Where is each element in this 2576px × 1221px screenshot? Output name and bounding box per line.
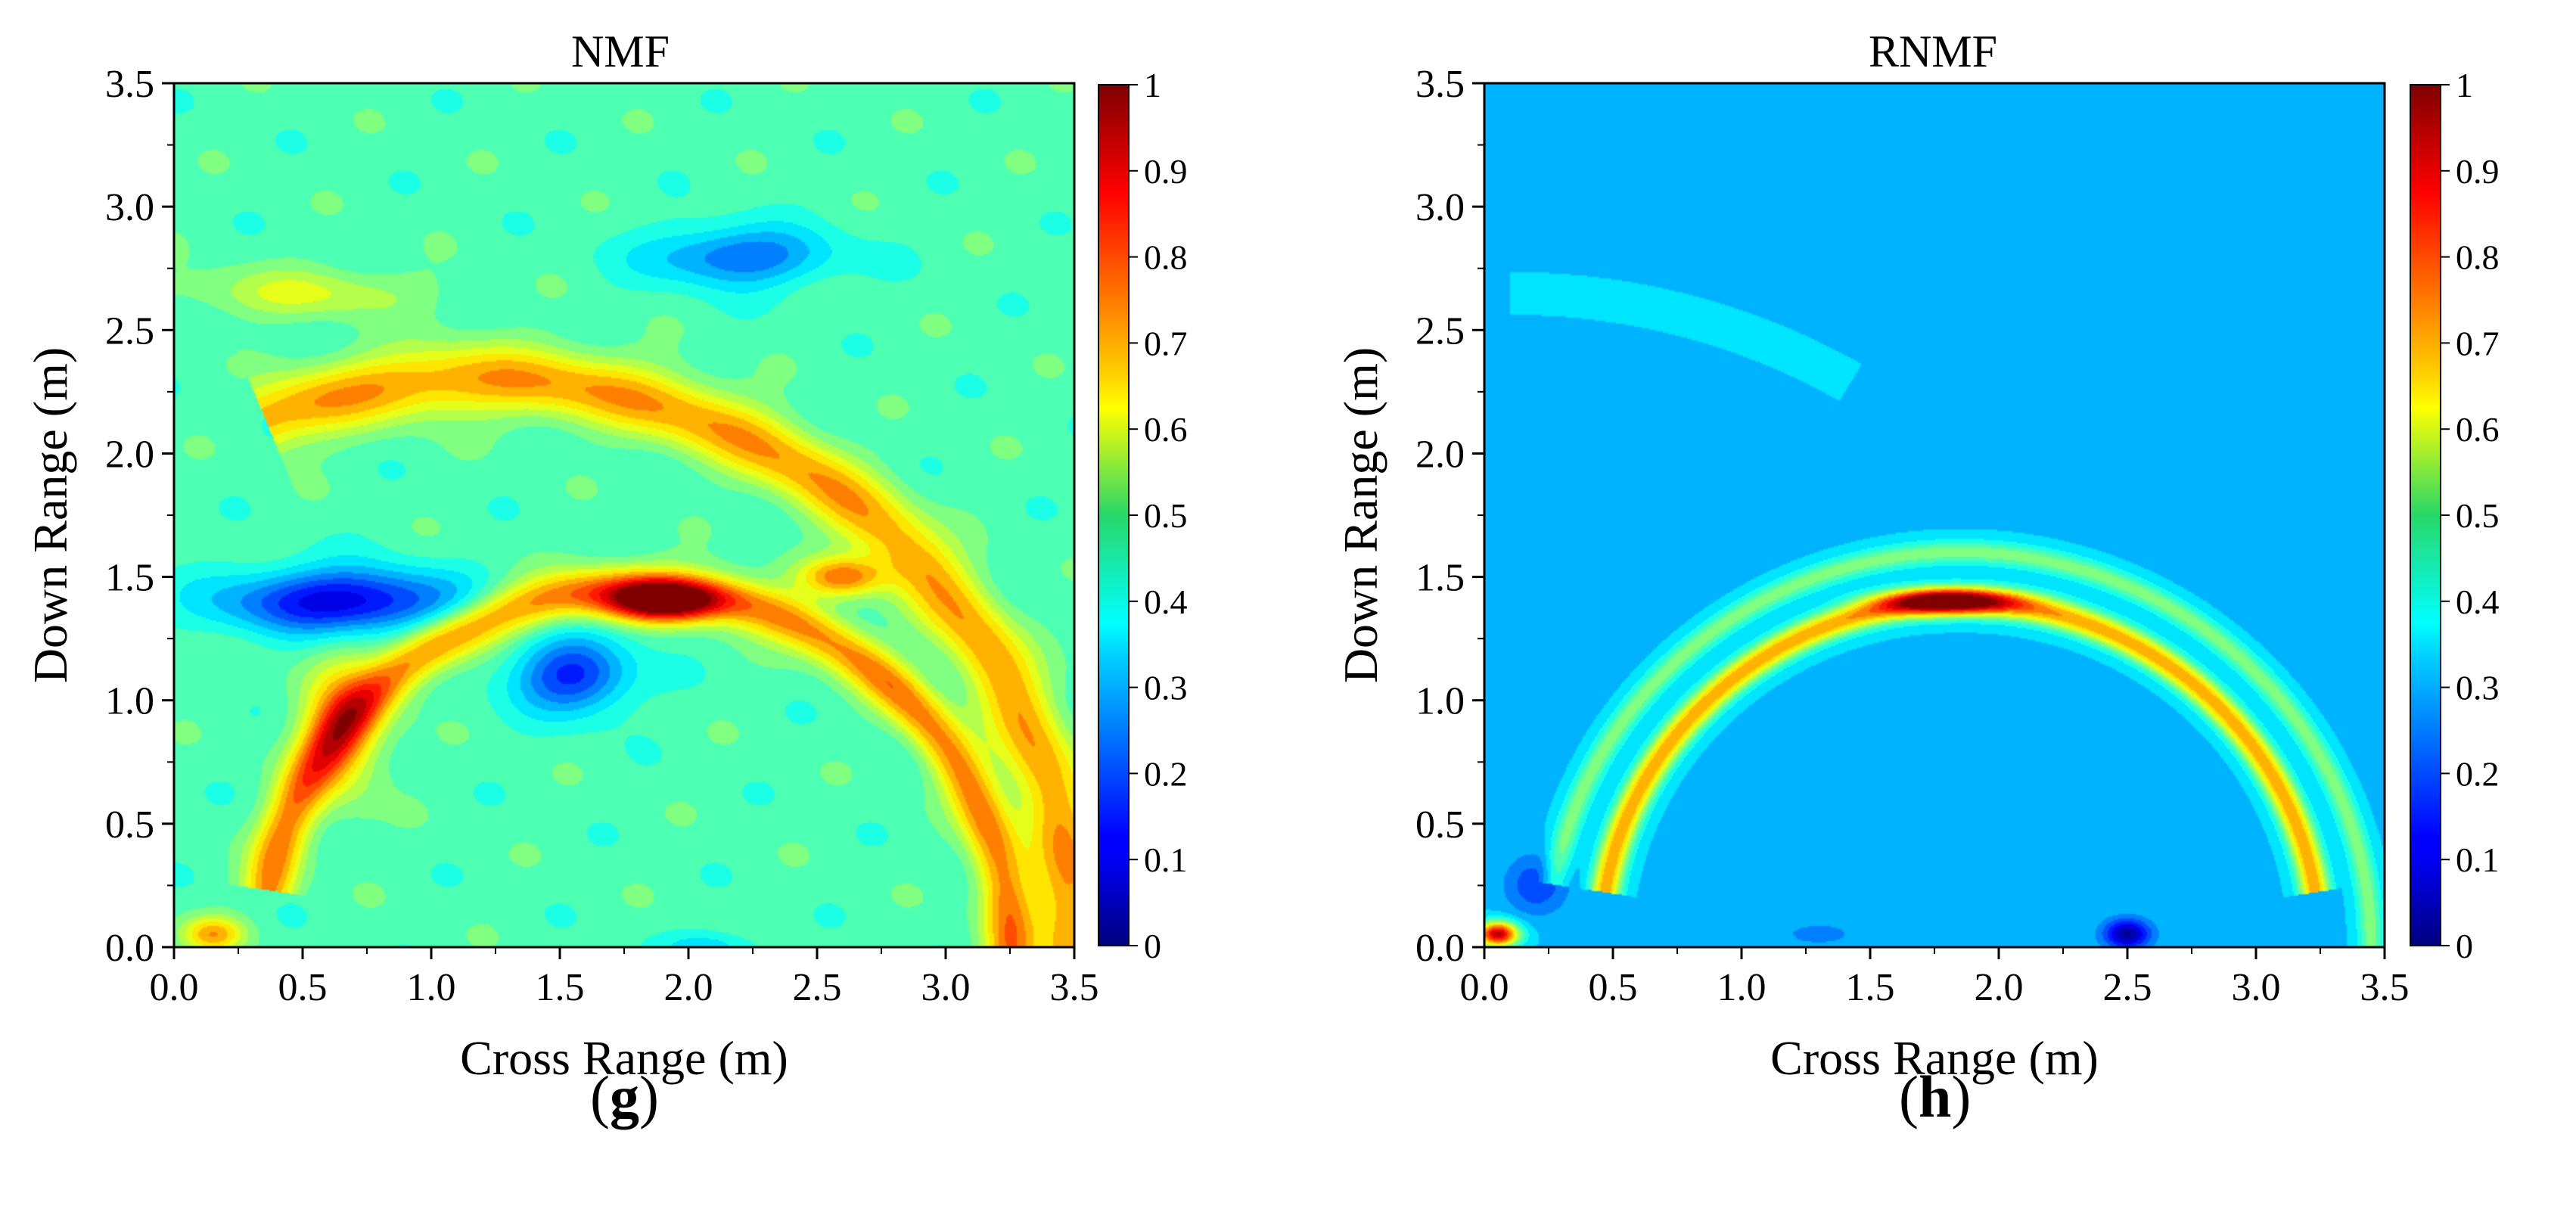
- colorbar-tick-label: 0.6: [2456, 410, 2500, 449]
- y-axis-label: Down Range (m): [1334, 347, 1387, 683]
- y-tick-label: 1.5: [105, 557, 154, 600]
- y-tick-label: 1.0: [105, 680, 154, 723]
- colorbar: [1098, 84, 1130, 946]
- y-tick-label: 2.0: [105, 433, 154, 476]
- chart-title: RNMF: [1869, 26, 1997, 76]
- colorbar-tick-label: 0.2: [2456, 754, 2500, 793]
- x-axis-label: Cross Range (m): [1770, 1031, 2099, 1085]
- x-tick-label: 2.5: [793, 966, 842, 1009]
- colorbar-tick-label: 0.8: [1144, 238, 1188, 277]
- colorbar-tick-label: 0: [1144, 927, 1161, 965]
- y-tick-label: 0.0: [1415, 927, 1465, 970]
- colorbar-tick-label: 0.3: [1144, 669, 1188, 707]
- y-tick-label: 0.0: [105, 927, 154, 970]
- panel-label-close-paren: ): [1951, 1064, 1972, 1129]
- x-tick-label: 1.0: [1717, 966, 1767, 1009]
- x-tick-label: 1.0: [407, 966, 456, 1009]
- colorbar-tick-label: 0.2: [1144, 754, 1188, 793]
- y-axis: 0.0 0.5 1.0 1.5 2.0 2.5 3.0 3.5: [105, 63, 174, 970]
- y-axis-label: Down Range (m): [23, 347, 77, 683]
- y-tick-label: 3.0: [105, 186, 154, 229]
- panel-label-letter: g: [609, 1064, 639, 1129]
- y-tick-label: 3.5: [105, 63, 154, 106]
- panel-label-close-paren: ): [639, 1064, 659, 1129]
- y-tick-label: 2.5: [1415, 309, 1465, 353]
- x-tick-label: 3.5: [1050, 966, 1099, 1009]
- panel-label-h: (h): [1899, 1063, 1971, 1131]
- colorbar-tick-label: 0.8: [2456, 238, 2500, 277]
- colorbar-tick-label: 0.9: [2456, 152, 2500, 191]
- colorbar-tick-label: 1: [2456, 66, 2473, 104]
- colorbar-tick-label: 0.1: [2456, 840, 2500, 879]
- panel-nmf: NMF 0.0 0.5 1.0 1.5 2.0 2.5 3.0 3.5 0.0 0.5 1.0 1.…: [23, 26, 1188, 1085]
- x-axis: 0.0 0.5 1.0 1.5 2.0 2.5 3.0 3.5: [1460, 947, 2410, 1009]
- colorbar-tick-label: 0.4: [1144, 583, 1188, 621]
- panel-label-g: (g): [590, 1063, 659, 1131]
- x-tick-label: 0.0: [1460, 966, 1509, 1009]
- x-axis-label: Cross Range (m): [460, 1031, 788, 1085]
- colorbar-tick-label: 0.3: [2456, 669, 2500, 707]
- x-tick-label: 3.0: [2232, 966, 2281, 1009]
- heatmap-area: [1484, 83, 2385, 947]
- x-tick-label: 2.0: [664, 966, 713, 1009]
- y-tick-label: 2.5: [105, 309, 154, 353]
- chart-title: NMF: [571, 26, 670, 76]
- y-tick-label: 3.0: [1415, 186, 1465, 229]
- y-tick-label: 3.5: [1415, 63, 1465, 106]
- x-tick-label: 0.5: [1589, 966, 1638, 1009]
- colorbar-tick-label: 1: [1144, 66, 1161, 104]
- x-tick-label: 1.5: [1846, 966, 1895, 1009]
- colorbar-tick-label: 0.7: [1144, 324, 1188, 362]
- colorbar-tick-label: 0.9: [1144, 152, 1188, 191]
- panel-label-open-paren: (: [1899, 1064, 1919, 1129]
- y-axis: 0.0 0.5 1.0 1.5 2.0 2.5 3.0 3.5: [1415, 63, 1484, 970]
- panel-label-open-paren: (: [590, 1064, 610, 1129]
- colorbar-ticks: 0 0.1 0.2 0.3 0.4 0.5 0.6 0.7 0.8 0.9 1: [1129, 66, 1188, 965]
- panel-label-letter: h: [1918, 1064, 1952, 1129]
- colorbar: [2410, 84, 2441, 946]
- colorbar-tick-label: 0.4: [2456, 583, 2500, 621]
- y-tick-label: 1.0: [1415, 680, 1465, 723]
- y-tick-label: 0.5: [105, 803, 154, 847]
- colorbar-tick-label: 0.5: [2456, 496, 2500, 535]
- y-tick-label: 1.5: [1415, 557, 1465, 600]
- x-tick-label: 0.0: [150, 966, 199, 1009]
- panel-rnmf: RNMF 0.0 0.5 1.0 1.5 2.0 2.5 3.0 3.5 0.0 0.5 1.0 1…: [1334, 26, 2500, 1085]
- colorbar-tick-label: 0: [2456, 927, 2473, 965]
- x-tick-label: 0.5: [278, 966, 328, 1009]
- heatmap-area: [174, 83, 1074, 947]
- x-tick-label: 2.0: [1975, 966, 2024, 1009]
- colorbar-tick-label: 0.1: [1144, 840, 1188, 879]
- colorbar-ticks: 0 0.1 0.2 0.3 0.4 0.5 0.6 0.7 0.8 0.9 1: [2441, 66, 2500, 965]
- x-tick-label: 3.5: [2360, 966, 2410, 1009]
- y-tick-label: 0.5: [1415, 803, 1465, 847]
- x-tick-label: 1.5: [536, 966, 585, 1009]
- colorbar-tick-label: 0.6: [1144, 410, 1188, 449]
- colorbar-tick-label: 0.7: [2456, 324, 2500, 362]
- colorbar-tick-label: 0.5: [1144, 496, 1188, 535]
- x-axis: 0.0 0.5 1.0 1.5 2.0 2.5 3.0 3.5: [150, 947, 1099, 1009]
- y-tick-label: 2.0: [1415, 433, 1465, 476]
- x-tick-label: 2.5: [2103, 966, 2152, 1009]
- x-tick-label: 3.0: [921, 966, 971, 1009]
